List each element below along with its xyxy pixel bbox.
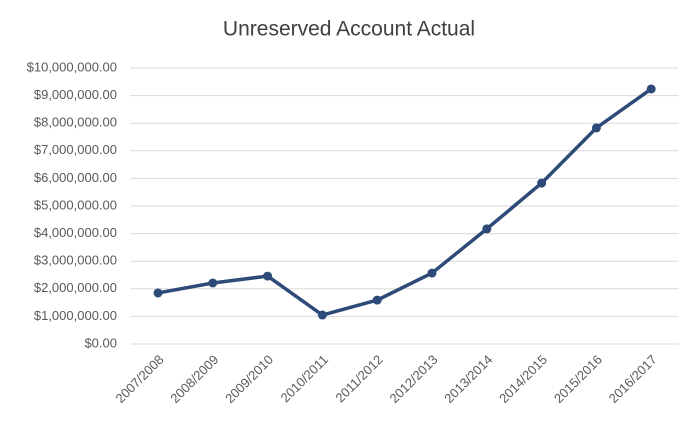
y-tick-label: $2,000,000.00 — [34, 280, 117, 295]
chart-title: Unreserved Account Actual — [223, 18, 475, 41]
point — [153, 288, 163, 298]
point — [427, 268, 437, 278]
x-tick-label: 2009/2010 — [222, 352, 276, 406]
point — [591, 123, 601, 133]
x-tick-label: 2016/2017 — [606, 352, 660, 406]
y-tick-label: $8,000,000.00 — [34, 115, 117, 130]
point — [537, 178, 547, 188]
x-tick-label: 2011/2012 — [332, 352, 385, 405]
y-tick-label: $6,000,000.00 — [34, 170, 117, 185]
point — [372, 295, 382, 305]
y-tick-label: $0.00 — [84, 335, 117, 350]
point — [317, 310, 327, 320]
point — [482, 224, 492, 234]
y-tick-label: $3,000,000.00 — [34, 253, 117, 268]
y-tick-label: $7,000,000.00 — [34, 142, 117, 157]
y-tick-label: $5,000,000.00 — [34, 197, 117, 212]
x-tick-label: 2007/2008 — [112, 352, 166, 406]
y-tick-label: $9,000,000.00 — [34, 87, 117, 102]
x-tick-label: 2014/2015 — [496, 352, 550, 406]
y-tick-label: $4,000,000.00 — [34, 225, 117, 240]
x-tick-label: 2010/2011 — [278, 352, 331, 405]
point — [646, 84, 656, 94]
x-tick-label: 2013/2014 — [441, 352, 495, 406]
x-tick-label: 2012/2013 — [386, 352, 440, 406]
point — [263, 271, 273, 281]
point — [208, 278, 218, 288]
x-tick-label: 2015/2016 — [551, 352, 605, 406]
y-tick-label: $10,000,000.00 — [27, 59, 117, 74]
line — [157, 87, 653, 317]
y-tick-label: $1,000,000.00 — [34, 308, 117, 323]
x-tick-label: 2008/2009 — [167, 352, 221, 406]
